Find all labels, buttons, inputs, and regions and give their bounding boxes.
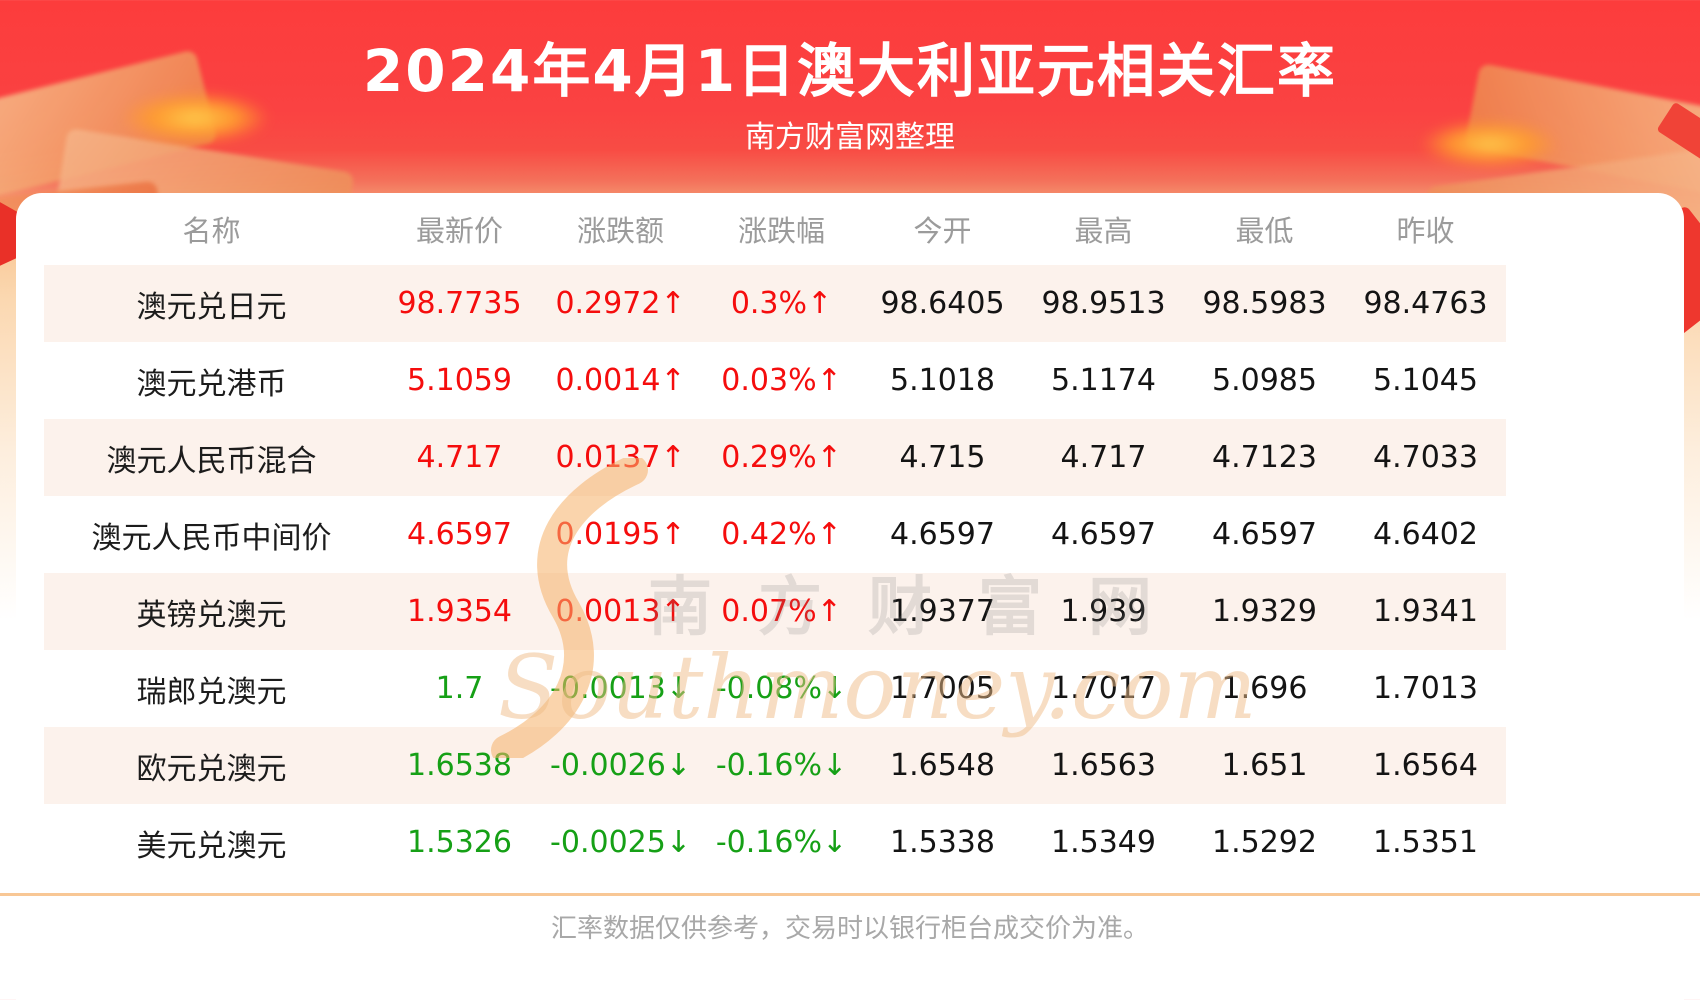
cell-open: 1.5338 <box>890 825 995 860</box>
exchange-rate-table: 名称 最新价 涨跌额 涨跌幅 今开 最高 最低 昨收 澳元兑日元 98.7735 0.2972↑ 0… <box>44 193 1506 881</box>
cell-change_pct: 0.29%↑ <box>701 419 862 496</box>
cell-prev_close: 4.7033 <box>1345 419 1506 496</box>
cell-change_pct: 0.3%↑ <box>701 265 862 342</box>
column-header-3: 涨跌幅 <box>737 214 825 248</box>
cell-change: 0.0013↑ <box>540 573 701 650</box>
cell-open: 1.6548 <box>862 727 1023 804</box>
table-row: 英镑兑澳元 1.9354 0.0013↑ 0.07%↑ 1.9377 1.939 1.932… <box>44 573 1506 650</box>
footer-divider <box>0 893 1700 896</box>
cell-low: 1.5292 <box>1212 825 1317 860</box>
cell-open: 1.7005 <box>890 671 995 706</box>
footer-disclaimer: 汇率数据仅供参考，交易时以银行柜台成交价为准。 <box>550 914 1149 944</box>
cell-high: 98.9513 <box>1023 265 1184 342</box>
cell-high: 4.6597 <box>1051 517 1156 552</box>
table-row: 瑞郎兑澳元 1.7 -0.0013↓ -0.08%↓ 1.7005 1.7017 1.696… <box>44 650 1506 727</box>
cell-change: -0.0026↓ <box>540 727 701 804</box>
cell-low: 5.0985 <box>1212 363 1317 398</box>
cell-prev_close: 98.4763 <box>1345 265 1506 342</box>
cell-open: 98.6405 <box>862 265 1023 342</box>
cell-latest: 1.6538 <box>379 727 540 804</box>
table-row: 澳元人民币中间价 4.6597 0.0195↑ 0.42%↑ 4.6597 4.6597 4… <box>44 496 1506 573</box>
cell-change_pct: 0.07%↑ <box>701 573 862 650</box>
page-title: 2024年4月1日澳大利亚元相关汇率 <box>362 37 1338 105</box>
cell-change_pct: 0.42%↑ <box>721 517 842 552</box>
cell-low: 1.651 <box>1184 727 1345 804</box>
cell-prev_close: 5.1045 <box>1373 363 1478 398</box>
cell-name: 澳元兑日元 <box>44 265 379 342</box>
cell-latest: 5.1059 <box>407 363 512 398</box>
cell-name: 美元兑澳元 <box>136 828 287 864</box>
cell-prev_close: 1.9341 <box>1345 573 1506 650</box>
cell-latest: 1.7 <box>435 671 484 706</box>
cell-prev_close: 1.7013 <box>1373 671 1478 706</box>
column-header-2: 涨跌额 <box>576 214 664 248</box>
cell-change: 0.0195↑ <box>555 517 686 552</box>
cell-prev_close: 1.5351 <box>1373 825 1478 860</box>
cell-high: 1.6563 <box>1023 727 1184 804</box>
cell-name: 欧元兑澳元 <box>44 727 379 804</box>
cell-name: 澳元兑港币 <box>136 366 287 402</box>
column-header-1: 最新价 <box>415 214 503 248</box>
column-header-4: 今开 <box>913 214 972 248</box>
cell-name: 瑞郎兑澳元 <box>136 674 287 710</box>
cell-open: 1.9377 <box>862 573 1023 650</box>
table-row: 澳元兑港币 5.1059 0.0014↑ 0.03%↑ 5.1018 5.1174 5.09… <box>44 342 1506 419</box>
cell-latest: 1.5326 <box>407 825 512 860</box>
cell-prev_close: 1.6564 <box>1345 727 1506 804</box>
cell-change: -0.0025↓ <box>550 825 691 860</box>
table-row: 欧元兑澳元 1.6538 -0.0026↓ -0.16%↓ 1.6548 1.6563 1.… <box>44 727 1506 804</box>
cell-latest: 98.7735 <box>379 265 540 342</box>
rate-table-body: 澳元兑日元 98.7735 0.2972↑ 0.3%↑ 98.6405 98.9513 98… <box>44 265 1506 881</box>
cell-change_pct: -0.08%↓ <box>715 671 848 706</box>
page-subtitle: 南方财富网整理 <box>745 120 955 155</box>
cell-open: 4.715 <box>862 419 1023 496</box>
cell-high: 1.7017 <box>1051 671 1156 706</box>
cell-prev_close: 4.6402 <box>1373 517 1478 552</box>
cell-open: 4.6597 <box>890 517 995 552</box>
column-header-6: 最低 <box>1235 214 1294 248</box>
rates-table-card: 名称 最新价 涨跌额 涨跌幅 今开 最高 最低 昨收 澳元兑日元 98.7735 0.2972↑ 0… <box>16 193 1684 1000</box>
cell-low: 4.6597 <box>1212 517 1317 552</box>
cell-low: 1.696 <box>1221 671 1308 706</box>
cell-name: 澳元人民币混合 <box>44 419 379 496</box>
table-row: 澳元兑日元 98.7735 0.2972↑ 0.3%↑ 98.6405 98.9513 98… <box>44 265 1506 342</box>
cell-low: 1.9329 <box>1184 573 1345 650</box>
cell-latest: 4.6597 <box>407 517 512 552</box>
cell-name: 澳元人民币中间价 <box>91 520 332 556</box>
cell-high: 4.717 <box>1023 419 1184 496</box>
cell-change: 0.0137↑ <box>540 419 701 496</box>
cell-low: 98.5983 <box>1184 265 1345 342</box>
cell-open: 5.1018 <box>890 363 995 398</box>
cell-latest: 1.9354 <box>379 573 540 650</box>
cell-change_pct: 0.03%↑ <box>721 363 842 398</box>
column-header-5: 最高 <box>1074 214 1133 248</box>
cell-name: 英镑兑澳元 <box>44 573 379 650</box>
cell-change_pct: -0.16%↓ <box>701 727 862 804</box>
cell-change: 0.2972↑ <box>540 265 701 342</box>
column-header-0: 名称 <box>182 214 241 248</box>
cell-high: 1.5349 <box>1051 825 1156 860</box>
table-header-row: 名称 最新价 涨跌额 涨跌幅 今开 最高 最低 昨收 <box>44 193 1506 265</box>
table-row: 澳元人民币混合 4.717 0.0137↑ 0.29%↑ 4.715 4.717 4.712… <box>44 419 1506 496</box>
cell-high: 1.939 <box>1023 573 1184 650</box>
cell-change: 0.0014↑ <box>555 363 686 398</box>
table-row: 美元兑澳元 1.5326 -0.0025↓ -0.16%↓ 1.5338 1.5349 1.… <box>44 804 1506 881</box>
cell-low: 4.7123 <box>1184 419 1345 496</box>
cell-change: -0.0013↓ <box>550 671 691 706</box>
cell-high: 5.1174 <box>1051 363 1156 398</box>
column-header-7: 昨收 <box>1396 214 1455 248</box>
cell-latest: 4.717 <box>379 419 540 496</box>
cell-change_pct: -0.16%↓ <box>715 825 848 860</box>
